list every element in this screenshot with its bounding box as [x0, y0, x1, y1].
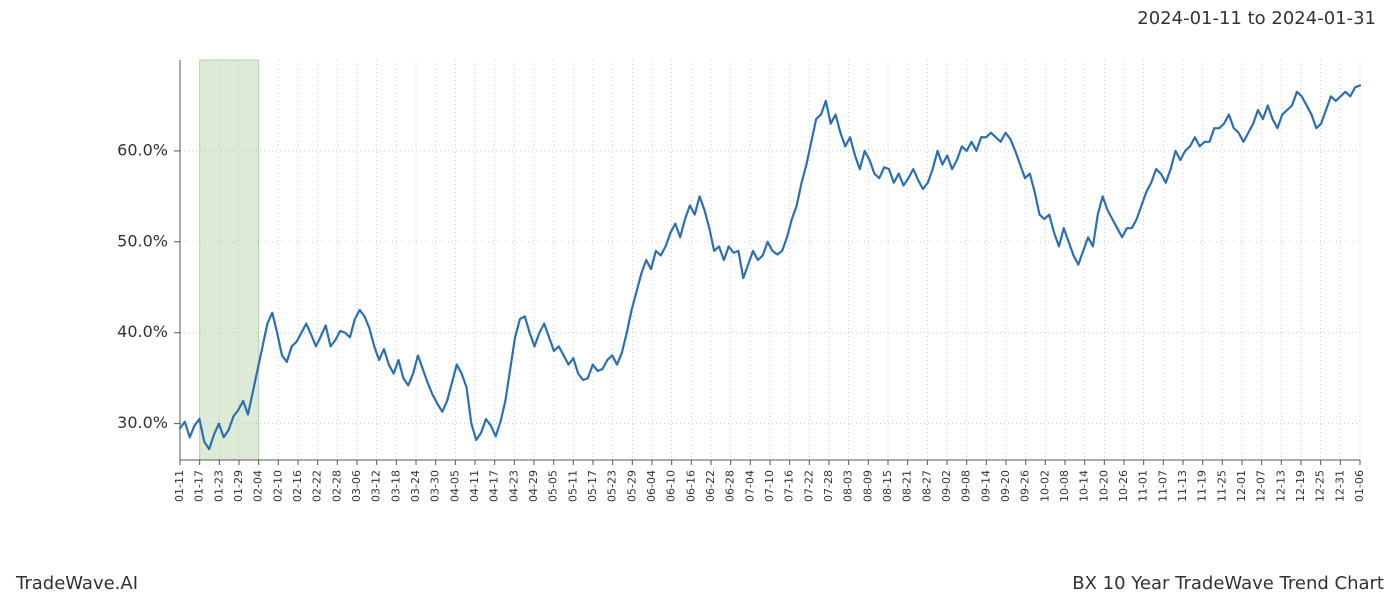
x-tick-label: 10-26	[1117, 470, 1130, 502]
x-tick-label: 12-25	[1314, 470, 1327, 502]
x-tick-label: 05-11	[566, 470, 579, 502]
x-tick-label: 12-19	[1294, 470, 1307, 502]
x-tick-label: 11-07	[1156, 470, 1169, 502]
x-tick-label: 10-02	[1038, 470, 1051, 502]
brand-label: TradeWave.AI	[16, 573, 138, 594]
x-tick-label: 10-08	[1058, 470, 1071, 502]
x-tick-label: 01-06	[1353, 470, 1366, 502]
x-tick-label: 04-11	[468, 470, 481, 502]
x-tick-label: 09-14	[979, 470, 992, 502]
x-tick-label: 09-26	[1019, 470, 1032, 502]
x-tick-label: 12-01	[1235, 470, 1248, 502]
x-tick-label: 06-10	[665, 470, 678, 502]
x-tick-label: 09-20	[999, 470, 1012, 502]
x-tick-label: 08-21	[901, 470, 914, 502]
x-tick-label: 01-29	[232, 470, 245, 502]
x-tick-label: 02-16	[291, 470, 304, 502]
x-tick-label: 09-02	[940, 470, 953, 502]
x-tick-label: 07-22	[802, 470, 815, 502]
x-tick-label: 08-09	[861, 470, 874, 502]
highlight-band	[200, 60, 259, 460]
x-tick-label: 11-13	[1176, 470, 1189, 502]
x-tick-label: 10-14	[1078, 470, 1091, 502]
x-tick-label: 05-23	[606, 470, 619, 502]
y-tick-label: 50.0%	[117, 231, 168, 250]
x-tick-label: 06-16	[684, 470, 697, 502]
gridlines	[180, 60, 1360, 460]
x-tick-label: 03-30	[429, 470, 442, 502]
page: 2024-01-11 to 2024-01-31 30.0% 40.0% 50.0%…	[0, 0, 1400, 600]
x-tick-label: 01-17	[193, 470, 206, 502]
x-tick-label: 05-17	[586, 470, 599, 502]
x-tick-label: 01-23	[212, 470, 225, 502]
x-tick-label: 02-28	[330, 470, 343, 502]
x-tick-label: 02-04	[252, 470, 265, 502]
x-tick-label: 06-04	[645, 470, 658, 502]
x-tick-label: 04-05	[448, 470, 461, 502]
x-tick-label: 12-31	[1333, 470, 1346, 502]
x-tick-label: 06-22	[704, 470, 717, 502]
x-tick-label: 11-25	[1215, 470, 1228, 502]
chart-title: BX 10 Year TradeWave Trend Chart	[1072, 573, 1384, 594]
x-tick-label: 06-28	[724, 470, 737, 502]
y-tick-label: 40.0%	[117, 322, 168, 341]
x-tick-label: 05-29	[625, 470, 638, 502]
date-range-label: 2024-01-11 to 2024-01-31	[1137, 8, 1376, 29]
x-tick-label: 01-11	[173, 470, 186, 502]
trend-line-chart: 30.0% 40.0% 50.0% 60.0% 01-11 01-17 01-23 01-29…	[0, 40, 1400, 560]
x-tick-label: 07-04	[743, 470, 756, 502]
x-tick-label: 02-22	[311, 470, 324, 502]
x-tick-label: 07-16	[783, 470, 796, 502]
x-tick-label: 05-05	[547, 470, 560, 502]
x-tick-label: 03-18	[389, 470, 402, 502]
x-tick-label: 04-29	[527, 470, 540, 502]
x-tick-label: 08-03	[842, 470, 855, 502]
x-tick-label: 08-27	[920, 470, 933, 502]
x-tick-label: 07-10	[763, 470, 776, 502]
x-tick-label: 04-17	[488, 470, 501, 502]
x-tick-label: 04-23	[507, 470, 520, 502]
x-tick-label: 09-08	[960, 470, 973, 502]
x-tick-label: 10-20	[1097, 470, 1110, 502]
chart-container: 30.0% 40.0% 50.0% 60.0% 01-11 01-17 01-23 01-29…	[0, 40, 1400, 560]
x-tick-label: 12-13	[1274, 470, 1287, 502]
x-tick-label: 12-07	[1255, 470, 1268, 502]
x-tick-label: 11-01	[1137, 470, 1150, 502]
x-tick-label: 03-12	[370, 470, 383, 502]
x-tick-label: 02-10	[271, 470, 284, 502]
x-tick-label: 11-19	[1196, 470, 1209, 502]
x-tick-label: 08-15	[881, 470, 894, 502]
x-tick-label: 03-06	[350, 470, 363, 502]
y-tick-label: 30.0%	[117, 413, 168, 432]
x-tick-label: 07-28	[822, 470, 835, 502]
y-tick-label: 60.0%	[117, 140, 168, 159]
x-tick-label: 03-24	[409, 470, 422, 502]
